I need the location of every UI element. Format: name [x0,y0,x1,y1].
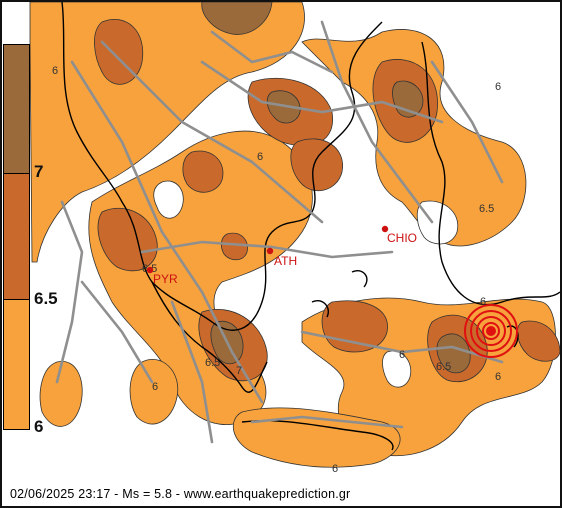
region-7-e [436,333,471,374]
coast-islands-b [351,270,368,288]
city-label-ath: ATH [274,254,297,268]
contour-label: 6 [52,65,58,77]
region-65-h [321,300,388,353]
city-dot-pyr [146,266,154,274]
contour-label: 6 [495,81,501,93]
hole-c [416,200,459,245]
magnitude-legend [3,44,30,430]
contour-label: 6.5 [436,361,451,373]
fault-12 [170,300,214,444]
city-label-chio: CHIO [387,231,417,245]
region-south-west [129,359,179,425]
fault-6 [80,280,154,384]
fault-10 [55,200,84,384]
hole-b [382,350,412,388]
region-65-e [290,138,344,191]
contour-label: 6 [399,349,405,361]
contour-label: 6 [257,151,263,163]
fault-4 [320,20,434,224]
region-65-a [94,19,144,85]
city-dot-chio [381,225,389,233]
legend-label-7: 7 [34,162,44,181]
city-dot-ath [266,247,274,255]
city-markers: ATH PYR CHIO [146,225,417,286]
fault-1 [70,60,264,404]
region-7-a [201,2,273,35]
coast-turkey [421,41,560,306]
fault-3 [200,60,444,124]
region-west-small [39,361,83,427]
region-65-f [97,207,158,272]
contour-label: 6 [495,371,501,383]
fault-2 [100,40,324,224]
epicenter-dot [486,326,496,336]
region-65-d [182,150,224,193]
region-65-k [220,232,248,261]
fault-7 [300,330,504,364]
legend-label-6-5: 6.5 [34,289,58,308]
epicenter-marker [464,304,518,358]
fault-8 [250,415,404,429]
contour-label: 6 [152,381,158,393]
fault-lines [55,20,504,444]
footer-caption: 02/06/2025 23:17 - Ms = 5.8 - www.earthq… [10,487,351,501]
contour-label: 6 [480,296,486,308]
contour-label: 6.5 [479,203,494,215]
region-north-west [29,2,305,263]
low-zones [153,180,459,388]
legend-band-6-5 [4,173,29,300]
coast-mainland [61,2,383,331]
fault-9 [430,60,504,184]
contour-label: 6.5 [205,357,220,369]
coast-islands-a [311,300,329,318]
fault-11 [210,30,334,74]
contour-label: 7 [236,365,242,377]
legend-band-7 [4,45,29,173]
fault-5 [140,240,394,259]
contour-label: 6 [332,463,338,475]
city-label-pyr: PYR [153,272,178,286]
hole-a [153,180,184,219]
legend-band-6 [4,300,29,429]
legend-label-6: 6 [34,417,44,436]
